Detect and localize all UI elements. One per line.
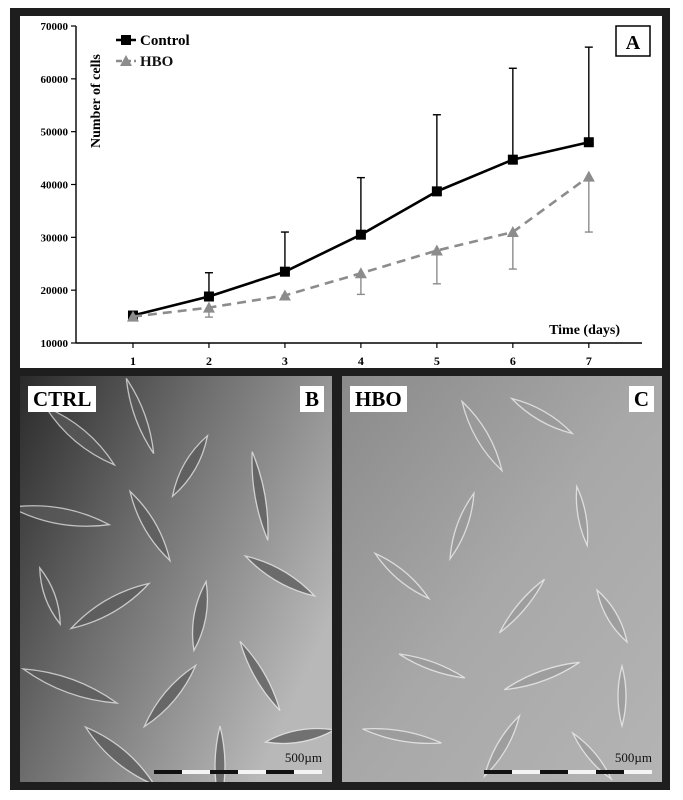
cell-shape xyxy=(398,653,466,679)
y-tick-label: 50000 xyxy=(41,127,69,139)
legend-marker-control xyxy=(121,35,131,45)
cell-shape xyxy=(504,661,580,691)
x-axis-label: Time (days) xyxy=(549,323,620,338)
data-point-hbo xyxy=(430,244,443,256)
growth-chart: A 10000 20000 30000 40000 50000 60000 70000 1 2 3 4… xyxy=(41,21,651,368)
y-tick-label: 20000 xyxy=(41,285,69,297)
x-tick-label: 6 xyxy=(510,354,516,368)
scale-bar-label-control: 500µm xyxy=(284,750,322,765)
cell-shape xyxy=(43,405,117,467)
cell-shape xyxy=(373,551,431,601)
data-point-control xyxy=(583,137,594,148)
cell-shape xyxy=(191,579,209,653)
data-point-hbo xyxy=(506,226,519,238)
x-tick-label: 5 xyxy=(434,354,440,368)
cell-shape xyxy=(251,451,269,541)
data-point-control xyxy=(431,186,442,197)
data-point-hbo xyxy=(582,170,595,182)
data-point-control xyxy=(279,266,290,277)
y-tick-label: 10000 xyxy=(41,338,69,350)
cell-shape xyxy=(69,582,151,630)
x-tick-label: 4 xyxy=(358,354,364,368)
cell-shape xyxy=(20,505,112,527)
legend-label-control: Control xyxy=(140,33,190,49)
micrograph-control-title: CTRL xyxy=(28,386,97,412)
micrograph-hbo: HBO C 500µm xyxy=(342,376,662,782)
x-tick-label: 3 xyxy=(282,354,288,368)
cell-shape xyxy=(263,727,332,745)
cell-shape xyxy=(483,713,521,779)
panel-label-b: B xyxy=(299,386,324,412)
y-tick-label: 60000 xyxy=(41,74,69,86)
panel-label-a: A xyxy=(626,32,641,54)
y-axis-label: Number of cells xyxy=(89,54,104,148)
x-tick-label: 2 xyxy=(206,354,212,368)
growth-chart-panel: A 10000 20000 30000 40000 50000 60000 70000 1 2 3 4… xyxy=(20,16,662,368)
cell-shape xyxy=(171,433,209,499)
cell-shape xyxy=(575,483,589,549)
cell-shape xyxy=(362,728,442,744)
data-point-hbo xyxy=(354,267,367,279)
cell-shape xyxy=(83,725,154,782)
cell-shape xyxy=(243,554,317,598)
y-tick-label: 40000 xyxy=(41,180,69,192)
scale-bar-hbo xyxy=(484,770,652,774)
data-point-hbo xyxy=(278,289,291,301)
series-hbo xyxy=(126,170,595,322)
data-point-hbo xyxy=(126,310,139,322)
cell-shape xyxy=(460,399,504,473)
data-point-control xyxy=(507,154,518,165)
panel-label-a-box xyxy=(615,25,651,57)
micrograph-hbo-image xyxy=(342,376,662,782)
x-tick-label: 7 xyxy=(586,354,592,368)
panel-label-c: C xyxy=(628,386,654,412)
cell-shape xyxy=(39,565,61,627)
x-tick-label: 1 xyxy=(130,354,136,368)
cell-shape xyxy=(571,731,613,781)
legend-label-hbo: HBO xyxy=(140,54,173,70)
cell-shape xyxy=(509,397,575,435)
data-point-control xyxy=(203,291,214,302)
y-tick-label: 70000 xyxy=(41,21,69,33)
scale-bar-label-hbo: 500µm xyxy=(614,750,652,765)
data-point-control xyxy=(355,229,366,240)
cell-shape xyxy=(595,588,629,644)
micrograph-hbo-title: HBO xyxy=(350,386,407,412)
micrograph-control: CTRL B 500µm xyxy=(20,376,332,782)
cell-shape xyxy=(142,663,198,729)
cell-shape xyxy=(125,378,155,454)
cell-shape xyxy=(498,578,546,634)
cell-shape xyxy=(617,663,627,729)
legend: Control HBO xyxy=(116,33,190,70)
cell-shape xyxy=(239,640,281,712)
scale-bar-control xyxy=(154,770,322,774)
data-point-hbo xyxy=(202,301,215,313)
y-tick-label: 30000 xyxy=(41,232,69,244)
legend-marker-hbo xyxy=(120,55,132,66)
cell-shape xyxy=(449,490,475,562)
cell-shape xyxy=(20,668,120,704)
cell-shape xyxy=(128,489,172,563)
micrograph-control-image xyxy=(20,376,332,782)
cell-shape xyxy=(214,725,226,782)
